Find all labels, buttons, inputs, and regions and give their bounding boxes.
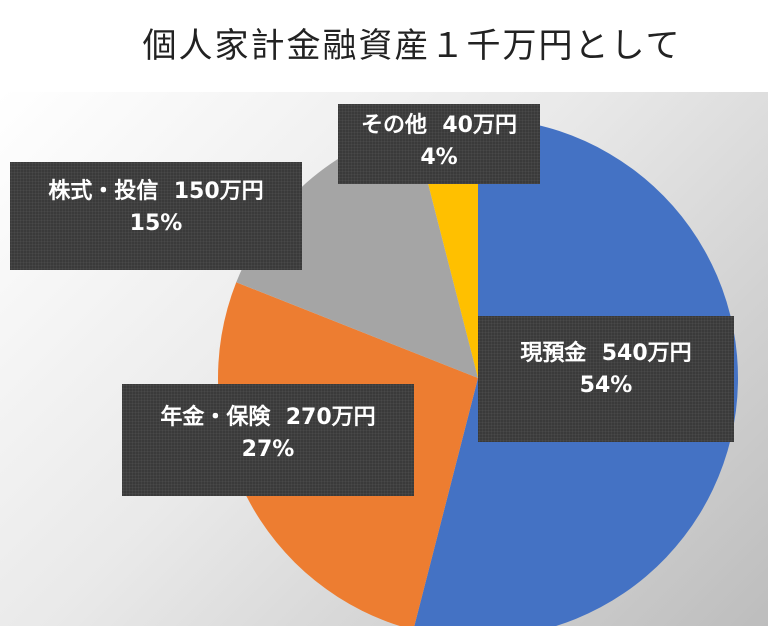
plot-area: 現預金 540万円 54% 年金・保険 270万円 27% 株式・投信 150万… (0, 92, 768, 626)
data-label-stocks-name: 株式・投信 (48, 179, 159, 204)
data-label-other-name: その他 (361, 113, 428, 138)
data-label-cash-percent: 54% (579, 372, 633, 398)
data-label-pension-name: 年金・保険 (160, 405, 271, 430)
data-label-other-percent: 4% (420, 144, 458, 170)
data-label-other: その他 40万円 4% (338, 104, 540, 184)
data-label-cash-amount: 540万円 (601, 341, 692, 366)
data-label-pension: 年金・保険 270万円 27% (122, 384, 414, 496)
chart-title: 個人家計金融資産１千万円として (142, 26, 682, 66)
data-label-other-amount: 40万円 (442, 113, 517, 138)
pie-slice-stocks (236, 126, 478, 378)
data-label-cash: 現預金 540万円 54% (478, 316, 734, 442)
data-label-stocks: 株式・投信 150万円 15% (10, 162, 302, 270)
data-label-cash-name: 現預金 (520, 341, 587, 366)
data-label-pension-amount: 270万円 (285, 405, 376, 430)
data-label-stocks-amount: 150万円 (173, 179, 264, 204)
data-label-pension-percent: 27% (241, 436, 295, 462)
data-label-stocks-percent: 15% (129, 210, 183, 236)
